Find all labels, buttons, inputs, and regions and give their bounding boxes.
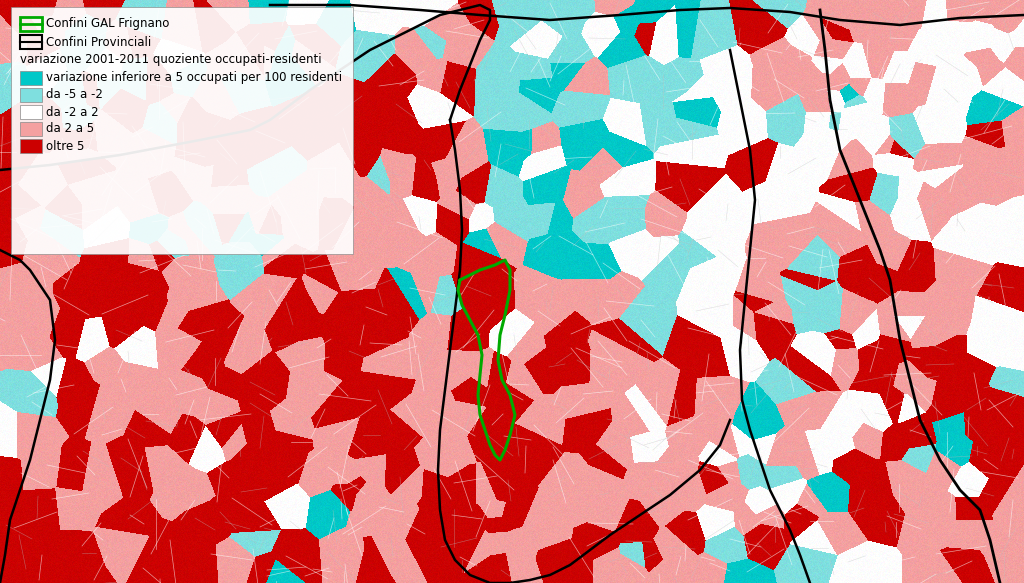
Bar bbox=[20, 105, 42, 119]
Text: da 2 a 5: da 2 a 5 bbox=[46, 122, 94, 135]
Text: variazione 2001-2011 quoziente occupati-residenti: variazione 2001-2011 quoziente occupati-… bbox=[20, 54, 322, 66]
Text: oltre 5: oltre 5 bbox=[46, 139, 84, 153]
Bar bbox=[20, 71, 42, 85]
Text: Confini GAL Frignano: Confini GAL Frignano bbox=[46, 17, 169, 30]
FancyBboxPatch shape bbox=[11, 7, 353, 254]
Bar bbox=[20, 122, 42, 136]
Bar bbox=[20, 35, 42, 49]
Text: Confini Provinciali: Confini Provinciali bbox=[46, 36, 152, 48]
Bar bbox=[20, 17, 42, 31]
Bar bbox=[20, 88, 42, 102]
Text: variazione inferiore a 5 occupati per 100 residenti: variazione inferiore a 5 occupati per 10… bbox=[46, 72, 342, 85]
Bar bbox=[20, 139, 42, 153]
Text: da -2 a 2: da -2 a 2 bbox=[46, 106, 98, 118]
Text: da -5 a -2: da -5 a -2 bbox=[46, 89, 102, 101]
